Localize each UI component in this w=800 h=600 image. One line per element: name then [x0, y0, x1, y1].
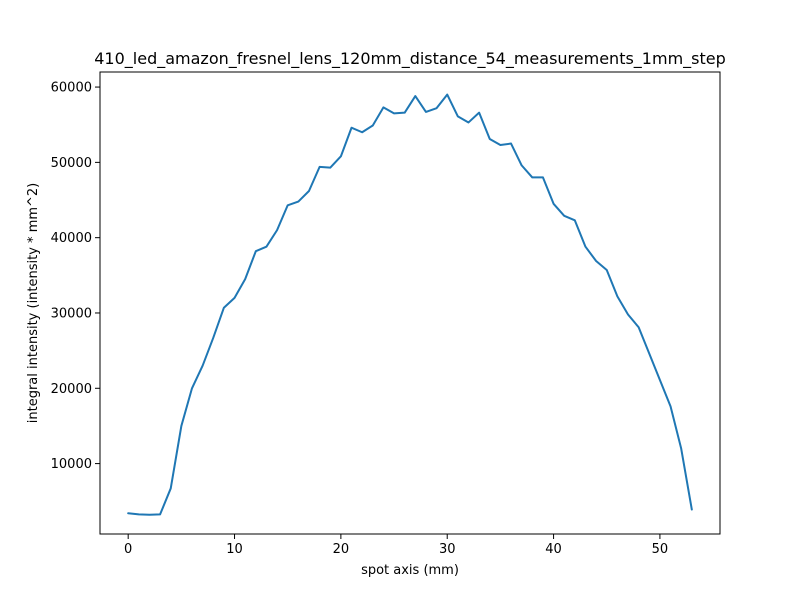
- y-tick-label: 50000: [51, 156, 92, 171]
- x-tick-label: 10: [226, 542, 243, 557]
- plot-frame: [99, 71, 721, 535]
- y-tick-label: 40000: [51, 231, 92, 246]
- y-axis-label: integral intensity (intensity * mm^2): [26, 183, 41, 424]
- series-line: [127, 93, 693, 516]
- x-tick-label: 20: [333, 542, 350, 557]
- x-tick-label: 30: [439, 542, 456, 557]
- x-tick-label: 50: [652, 542, 669, 557]
- y-tick-label: 10000: [51, 457, 92, 472]
- y-tick-label: 20000: [51, 382, 92, 397]
- x-axis-label: spot axis (mm): [361, 563, 459, 578]
- x-tick-label: 40: [545, 542, 562, 557]
- chart-title: 410_led_amazon_fresnel_lens_120mm_distan…: [94, 49, 726, 69]
- y-tick-label: 60000: [51, 81, 92, 96]
- x-tick-label: 0: [124, 542, 132, 557]
- y-tick-label: 30000: [51, 306, 92, 321]
